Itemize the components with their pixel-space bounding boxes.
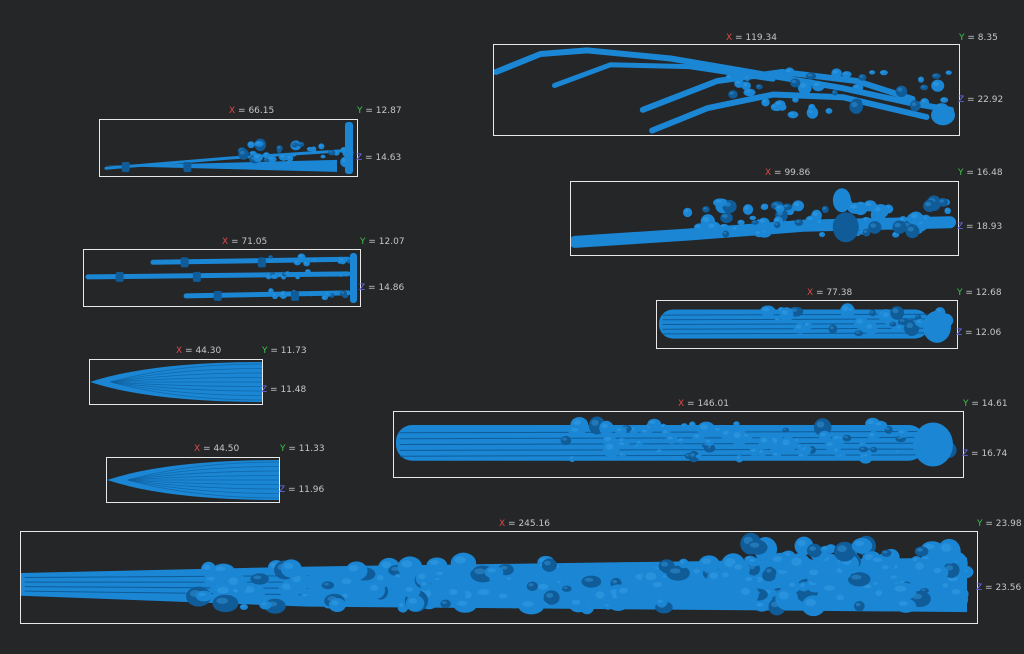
z-dimension-label: Z = 11.48 [261,385,307,395]
z-dimension-label: Z = 16.74 [962,449,1008,459]
x-dimension-label: X = 146.01 [678,399,729,409]
x-dimension-label: X = 66.15 [229,106,275,116]
mesh-render [494,47,955,134]
y-dimension-label: Y = 14.61 [963,399,1008,409]
z-dimension-label: Z = 12.06 [956,328,1002,338]
z-dimension-label: Z = 11.96 [279,485,325,495]
mesh-render [90,362,262,402]
x-dimension-label: X = 245.16 [499,519,550,529]
mesh-render [21,532,974,617]
y-dimension-label: Y = 23.98 [977,519,1022,529]
mesh-render [659,303,954,343]
bounding-box[interactable] [570,181,959,256]
bounding-box[interactable] [89,359,263,405]
y-dimension-label: Y = 11.33 [280,444,325,454]
x-dimension-label: X = 71.05 [222,237,268,247]
mesh-render [107,460,279,500]
y-dimension-label: Y = 12.07 [360,237,405,247]
mesh-render [104,122,354,174]
z-dimension-label: Z = 14.86 [359,283,405,293]
y-dimension-label: Y = 12.87 [357,106,402,116]
x-dimension-label: X = 119.34 [726,33,777,43]
bounding-box[interactable] [493,44,960,136]
z-dimension-label: Z = 14.63 [356,153,402,163]
mesh-render [571,188,956,248]
bounding-box[interactable] [106,457,280,503]
y-dimension-label: Y = 8.35 [959,33,998,43]
y-dimension-label: Y = 12.68 [957,288,1002,298]
x-dimension-label: X = 77.38 [807,288,853,298]
z-dimension-label: Z = 18.93 [957,222,1003,232]
x-dimension-label: X = 44.30 [176,346,222,356]
y-dimension-label: Y = 11.73 [262,346,307,356]
x-dimension-label: X = 99.86 [765,168,811,178]
bounding-box[interactable] [20,531,978,624]
bounding-box[interactable] [656,300,958,349]
bounding-box[interactable] [83,249,361,307]
mesh-render [396,416,957,467]
z-dimension-label: Z = 22.92 [958,95,1004,105]
mesh-render [85,253,357,303]
y-dimension-label: Y = 16.48 [958,168,1003,178]
x-dimension-label: X = 44.50 [194,444,240,454]
bounding-box[interactable] [99,119,358,177]
z-dimension-label: Z = 23.56 [976,583,1022,593]
bounding-box[interactable] [393,411,964,478]
